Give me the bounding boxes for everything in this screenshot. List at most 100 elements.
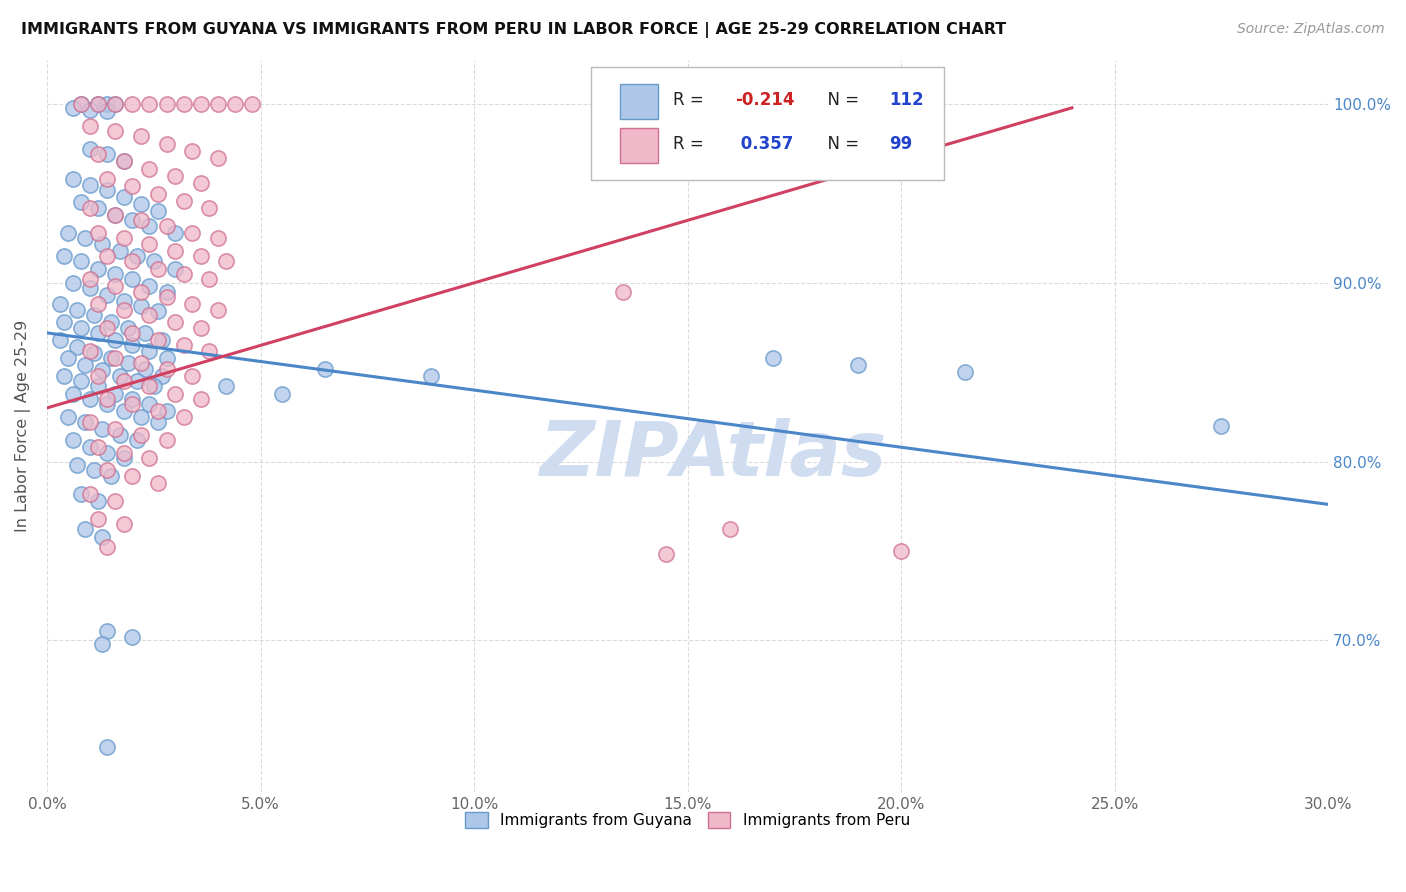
Point (58, 351, 80, 365)
Point (240, 97, 263, 112)
Point (155, 290, 177, 304)
Point (112, 154, 135, 169)
Point (87, 326, 110, 340)
Point (890, 544, 912, 558)
Point (142, 379, 165, 393)
Point (83, 463, 105, 477)
Point (112, 404, 135, 418)
Point (129, 197, 152, 211)
Point (70, 254, 93, 268)
Point (87, 201, 110, 215)
Point (62, 276, 84, 290)
Point (138, 219, 160, 233)
Point (91, 363, 114, 377)
Point (79, 440, 101, 454)
Point (173, 97, 195, 112)
Point (117, 320, 139, 334)
Point (79, 103, 101, 117)
Point (121, 392, 143, 406)
Point (612, 285, 634, 299)
Point (112, 293, 135, 308)
Point (96, 397, 118, 411)
Point (155, 433, 177, 447)
Point (87, 379, 110, 393)
Point (270, 386, 292, 401)
Point (91, 529, 114, 543)
Point (96, 288, 118, 302)
Text: -0.214: -0.214 (735, 91, 794, 109)
Point (155, 351, 177, 365)
Point (146, 204, 169, 219)
Point (62, 172, 84, 186)
Point (49, 297, 72, 311)
Bar (620, 128, 658, 163)
Point (420, 368, 443, 383)
Point (138, 97, 160, 112)
Point (121, 97, 143, 112)
Text: R =: R = (673, 91, 710, 109)
Point (79, 272, 101, 286)
Point (70, 320, 93, 334)
Point (112, 450, 135, 465)
Point (155, 219, 177, 233)
Point (83, 308, 105, 322)
Point (70, 97, 93, 112)
Point (112, 302, 135, 317)
Text: N =: N = (817, 136, 865, 153)
Point (112, 516, 135, 531)
Point (91, 236, 114, 251)
Point (112, 190, 135, 204)
Point (96, 97, 118, 112)
Point (108, 427, 131, 442)
Point (155, 97, 177, 112)
Point (134, 326, 156, 340)
Point (138, 450, 160, 465)
Point (190, 249, 212, 263)
Point (75, 358, 97, 372)
Text: Source: ZipAtlas.com: Source: ZipAtlas.com (1237, 22, 1385, 37)
Point (165, 386, 187, 401)
Point (100, 351, 122, 365)
Point (146, 186, 169, 201)
Point (138, 397, 160, 411)
Point (79, 119, 101, 133)
Point (146, 333, 169, 347)
Point (66, 302, 89, 317)
Point (96, 183, 118, 197)
Point (150, 368, 173, 383)
Point (87, 147, 110, 161)
Point (129, 356, 152, 370)
Point (155, 285, 177, 299)
Point (142, 254, 165, 268)
Point (138, 379, 160, 393)
Point (173, 409, 195, 424)
Point (96, 624, 118, 639)
Point (125, 249, 148, 263)
Point (173, 267, 195, 281)
Point (718, 522, 741, 536)
Point (87, 97, 110, 112)
Point (190, 176, 212, 190)
Point (104, 208, 127, 222)
Point (70, 486, 93, 500)
Point (62, 101, 84, 115)
Point (173, 194, 195, 208)
Point (121, 213, 143, 227)
Point (155, 136, 177, 151)
Point (66, 340, 89, 354)
Point (121, 326, 143, 340)
Point (104, 493, 127, 508)
Point (112, 445, 135, 459)
Point (62, 433, 84, 447)
Text: 0.357: 0.357 (735, 136, 793, 153)
Point (224, 97, 246, 112)
Point (655, 548, 678, 562)
Point (181, 297, 204, 311)
Point (96, 463, 118, 477)
Point (96, 740, 118, 755)
Point (79, 415, 101, 429)
Point (104, 351, 127, 365)
Point (121, 468, 143, 483)
Point (96, 172, 118, 186)
Point (146, 261, 169, 276)
